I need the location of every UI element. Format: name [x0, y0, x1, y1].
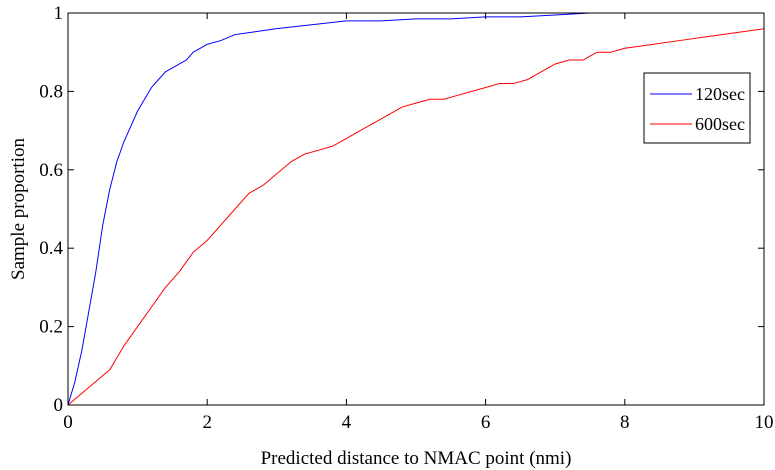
legend-label-600sec: 600sec — [695, 114, 745, 134]
plot-area — [68, 13, 764, 405]
y-tick-label: 0 — [54, 395, 64, 416]
x-axis-label: Predicted distance to NMAC point (nmi) — [261, 448, 572, 469]
plot-frame — [67, 12, 765, 406]
x-tick-label: 4 — [342, 412, 352, 433]
x-tick-label: 8 — [620, 412, 630, 433]
y-tick-label: 0.6 — [39, 160, 63, 181]
series-layer — [68, 13, 764, 405]
y-tick-label: 0.4 — [39, 238, 63, 259]
y-tick-label: 0.2 — [39, 317, 63, 338]
series-line-120sec — [68, 13, 591, 405]
legend-label-120sec: 120sec — [695, 84, 745, 104]
y-tick-label: 1 — [54, 3, 64, 24]
y-tick-label: 0.8 — [39, 81, 63, 102]
legend-item-600sec: 600sec — [650, 114, 745, 134]
x-tick-label: 2 — [202, 412, 212, 433]
legend-box — [643, 72, 751, 144]
legend: 120sec 600sec — [643, 72, 751, 144]
series-line-600sec — [68, 28, 764, 405]
legend-item-120sec: 120sec — [650, 84, 745, 104]
x-tick-label: 6 — [481, 412, 491, 433]
y-axis: 0 0.2 0.4 0.6 0.8 1 — [39, 3, 764, 416]
y-axis-label: Sample proportion — [8, 138, 29, 280]
x-axis: 0 2 4 6 8 10 — [63, 13, 774, 433]
x-tick-label: 0 — [63, 412, 73, 433]
x-tick-label: 10 — [755, 412, 774, 433]
